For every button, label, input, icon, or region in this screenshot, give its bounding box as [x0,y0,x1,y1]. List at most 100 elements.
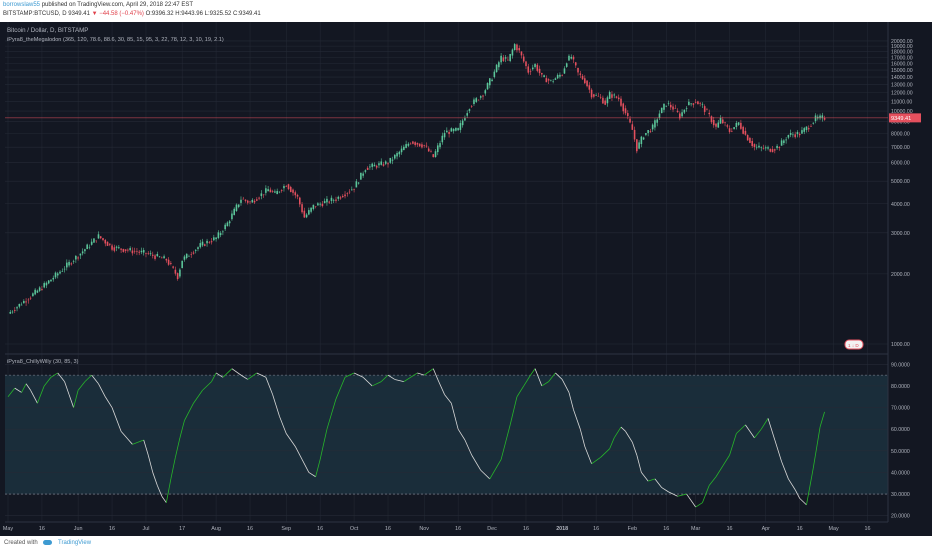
candle-down[interactable] [577,67,579,73]
candle-down[interactable] [581,75,584,80]
candle-up[interactable] [213,237,215,241]
candle-up[interactable] [434,151,437,158]
candle-up[interactable] [330,197,333,201]
candle-up[interactable] [231,213,233,220]
candle-down[interactable] [244,199,247,201]
candle-down[interactable] [285,186,288,187]
candle-up[interactable] [459,123,462,130]
candle-up[interactable] [217,232,220,239]
candle-up[interactable] [665,105,668,107]
candle-up[interactable] [466,113,468,116]
candle-up[interactable] [681,112,683,117]
candle-up[interactable] [36,290,39,293]
candle-down[interactable] [104,239,107,244]
candle-up[interactable] [534,64,536,67]
candle-up[interactable] [224,224,226,230]
candle-up[interactable] [308,210,310,215]
chart-area[interactable]: 20000.00 19000.00 18000.00 17000.00 16000.00… [0,22,932,536]
candle-up[interactable] [796,132,799,135]
candle-down[interactable] [303,210,306,218]
candle-up[interactable] [701,104,704,105]
candle-up[interactable] [647,130,649,134]
candle-down[interactable] [692,103,695,105]
candle-up[interactable] [787,135,790,138]
candle-down[interactable] [127,249,129,251]
candle-up[interactable] [654,120,656,128]
candle-down[interactable] [525,61,527,67]
candle-down[interactable] [154,255,156,259]
candle-up[interactable] [656,119,658,123]
candle-down[interactable] [412,141,414,144]
candle-down[interactable] [751,141,753,147]
candle-up[interactable] [54,272,57,278]
candle-up[interactable] [142,250,145,253]
candle-up[interactable] [66,262,68,268]
candle-up[interactable] [11,311,14,313]
oscillator-axis[interactable]: 90.0000 80.0000 70.0000 60.0000 50.0000 40.00… [891,362,910,519]
candle-down[interactable] [328,201,331,203]
candle-down[interactable] [529,71,532,72]
candle-down[interactable] [256,199,258,201]
candle-down[interactable] [631,124,634,130]
mini-badge[interactable] [844,339,864,350]
candle-up[interactable] [565,63,568,67]
candle-up[interactable] [45,282,48,286]
candle-down[interactable] [41,289,43,290]
candle-down[interactable] [744,130,747,135]
time-axis[interactable]: May 16 Jun 16 Jul 17 Aug 16 Sep 16 Oct 16 Nov 16 Dec 16… [3,526,871,532]
candle-down[interactable] [611,94,613,98]
candle-up[interactable] [197,247,199,249]
candle-up[interactable] [215,237,217,240]
candle-up[interactable] [407,143,410,146]
candle-down[interactable] [151,254,154,256]
candle-up[interactable] [461,120,464,126]
candle-up[interactable] [500,55,502,63]
candle-down[interactable] [427,148,430,152]
candle-up[interactable] [563,68,566,74]
candle-up[interactable] [23,301,25,304]
candle-down[interactable] [174,269,177,274]
candle-up[interactable] [491,79,493,82]
candle-down[interactable] [167,259,170,265]
candle-down[interactable] [348,191,351,193]
candle-up[interactable] [606,97,609,104]
candle-down[interactable] [599,96,602,98]
candle-down[interactable] [649,131,652,133]
candle-up[interactable] [767,147,769,149]
candle-down[interactable] [287,184,290,190]
candle-up[interactable] [403,146,405,151]
candle-down[interactable] [807,128,810,130]
candle-up[interactable] [237,204,240,207]
candle-down[interactable] [99,236,102,239]
candle-up[interactable] [504,57,507,59]
candle-down[interactable] [721,119,724,124]
candle-up[interactable] [183,256,186,260]
candle-up[interactable] [690,103,692,105]
candle-up[interactable] [93,238,95,243]
candle-up[interactable] [362,173,364,176]
candle-up[interactable] [543,75,545,78]
candle-up[interactable] [550,79,552,81]
candle-up[interactable] [310,207,312,212]
candle-up[interactable] [351,189,353,191]
candle-up[interactable] [222,231,224,233]
candle-down[interactable] [294,192,297,196]
candle-up[interactable] [240,199,242,203]
candle-up[interactable] [59,271,61,274]
candle-up[interactable] [355,181,358,188]
candle-up[interactable] [38,287,41,291]
candle-up[interactable] [332,200,335,201]
candle-down[interactable] [620,98,622,106]
candle-down[interactable] [122,248,125,252]
candle-down[interactable] [703,106,706,112]
candle-down[interactable] [25,301,27,303]
candle-up[interactable] [97,234,100,239]
candle-down[interactable] [536,64,539,71]
candle-up[interactable] [645,132,647,135]
candle-down[interactable] [172,266,174,268]
candle-down[interactable] [679,113,681,119]
candle-down[interactable] [147,253,150,254]
candle-down[interactable] [749,137,751,143]
candle-up[interactable] [158,256,161,258]
candle-down[interactable] [269,189,272,193]
